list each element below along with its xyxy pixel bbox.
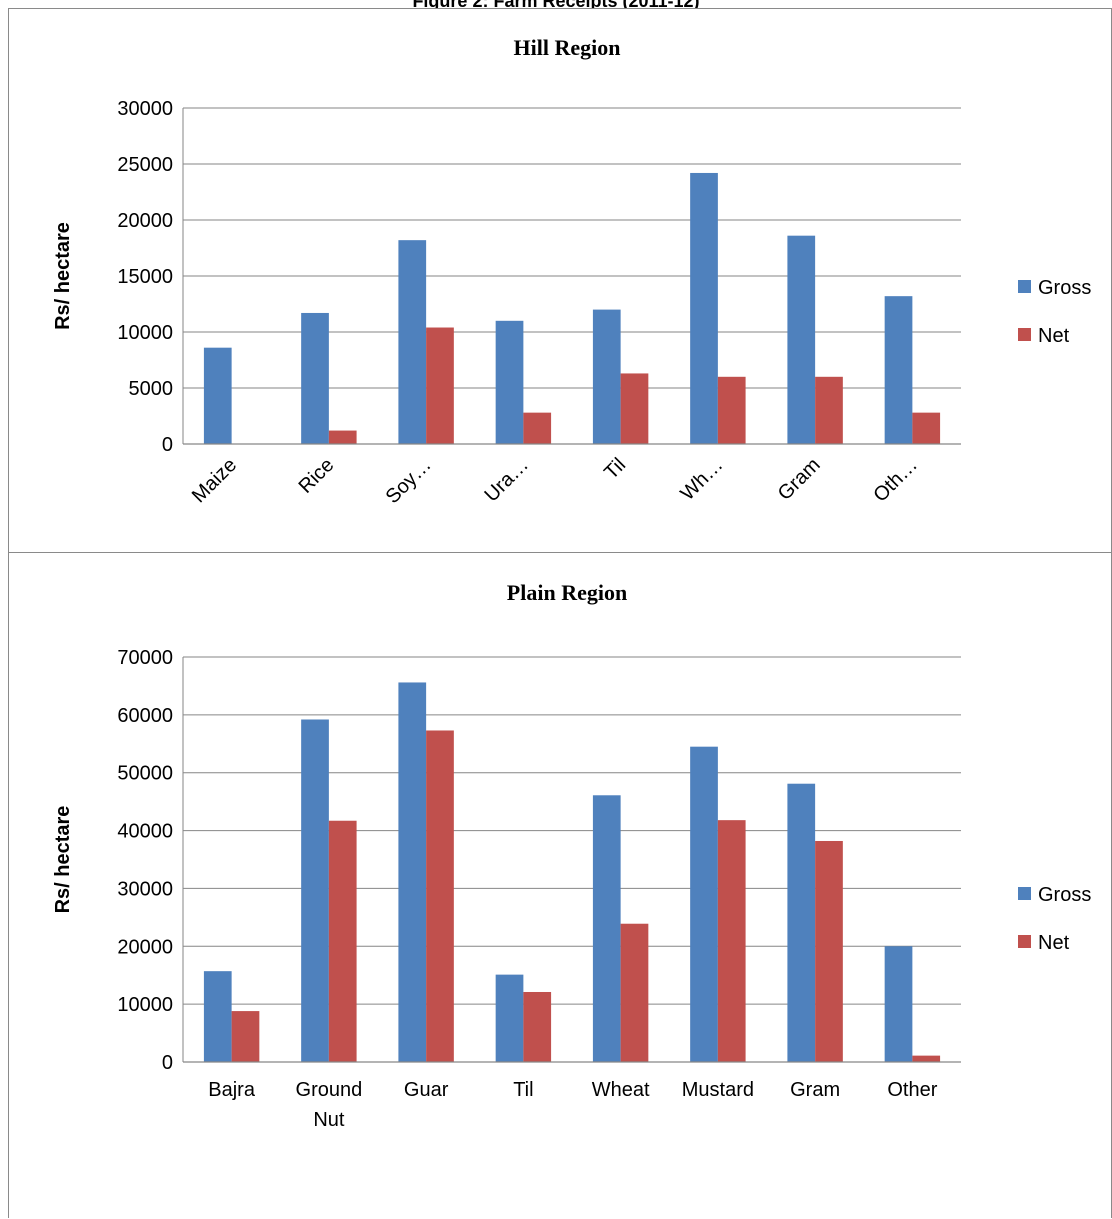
plain-x-tick-label: Guar — [404, 1079, 449, 1101]
hill-legend-swatch-net — [1018, 328, 1031, 341]
plain-x-tick-label: Til — [513, 1079, 533, 1101]
plain-bar-gross — [690, 746, 718, 1062]
plain-legend-swatch-gross — [1018, 887, 1031, 900]
plain-y-axis-label: Rs/ hectare — [52, 806, 74, 914]
plain-bar-net — [815, 840, 843, 1062]
plain-x-tick-label: Gram — [790, 1079, 840, 1101]
hill-bar-gross — [495, 320, 524, 444]
plain-y-tick-label: 60000 — [117, 705, 173, 727]
plain-chart-title: Plain Region — [507, 580, 627, 605]
plain-bar-gross — [495, 974, 524, 1062]
hill-bar-gross — [301, 312, 329, 444]
hill-legend-swatch-gross — [1018, 280, 1031, 293]
plain-x-tick-label: Other — [887, 1079, 937, 1101]
plain-bar-net — [328, 820, 357, 1062]
plain-y-tick-label: 20000 — [117, 936, 173, 958]
plain-y-tick-label: 30000 — [117, 878, 173, 900]
hill-x-tick-label: Gram — [774, 454, 825, 505]
hill-bar-net — [620, 373, 649, 444]
plain-bar-net — [912, 1055, 941, 1062]
hill-region-panel: Hill Region 0 5000 10000 15000 20000 25000 3000… — [8, 8, 1112, 552]
plain-legend-label-gross: Gross — [1038, 884, 1091, 906]
hill-bar-net — [328, 430, 357, 444]
plain-y-tick-label: 10000 — [117, 994, 173, 1016]
hill-x-tick-label: Oth… — [869, 454, 922, 507]
hill-y-tick-label: 5000 — [129, 378, 174, 400]
hill-bar-net — [815, 376, 843, 444]
hill-x-tick-label: Ura… — [480, 454, 532, 506]
hill-bar-net — [523, 412, 552, 444]
plain-legend-label-net: Net — [1038, 932, 1070, 954]
plain-x-tick-label: Wheat — [592, 1079, 650, 1101]
hill-legend-label-gross: Gross — [1038, 277, 1091, 299]
hill-legend-label-net: Net — [1038, 325, 1070, 347]
hill-x-tick-label: Maize — [188, 454, 241, 507]
hill-x-tick-label: Soy… — [382, 454, 436, 508]
plain-x-tick-label: Ground Nut — [296, 1079, 363, 1131]
hill-region-chart: Hill Region 0 5000 10000 15000 20000 25000 3000… — [52, 35, 1091, 508]
plain-bar-net — [717, 820, 746, 1062]
hill-x-tick-label: Til — [600, 454, 630, 484]
hill-bar-gross — [884, 296, 913, 444]
hill-x-tick-label: Wh… — [676, 454, 727, 505]
plain-y-tick-label: 40000 — [117, 821, 173, 843]
plain-bar-gross — [203, 971, 232, 1062]
hill-bar-gross — [787, 235, 816, 444]
plain-x-tick-label: Mustard — [682, 1079, 754, 1101]
hill-bar-gross — [592, 309, 621, 444]
plain-bar-gross — [301, 719, 329, 1062]
hill-bar-gross — [203, 347, 232, 444]
hill-bar-net — [426, 327, 454, 444]
plain-bar-net — [523, 991, 552, 1062]
hill-bar-gross — [690, 172, 718, 444]
hill-y-tick-label: 25000 — [117, 154, 173, 176]
plain-bar-gross — [884, 946, 913, 1062]
hill-bar-net — [912, 412, 941, 444]
hill-y-tick-label: 10000 — [117, 322, 173, 344]
plain-legend-swatch-net — [1018, 935, 1031, 948]
hill-y-tick-label: 30000 — [117, 98, 173, 120]
plain-bar-net — [231, 1011, 260, 1062]
plain-y-tick-label: 70000 — [117, 647, 173, 669]
plain-region-panel: Plain Region 0 10000 20000 30000 40000 50000 60… — [8, 552, 1112, 1218]
hill-bar-net — [717, 376, 746, 444]
plain-bar-net — [620, 923, 649, 1062]
plain-bar-gross — [398, 682, 427, 1062]
hill-y-tick-label: 15000 — [117, 266, 173, 288]
plain-bar-gross — [592, 795, 621, 1062]
plain-region-chart: Plain Region 0 10000 20000 30000 40000 50000 60… — [52, 580, 1091, 1131]
plain-bar-gross — [787, 783, 816, 1062]
hill-y-tick-label: 20000 — [117, 210, 173, 232]
plain-x-tick-label: Bajra — [208, 1079, 256, 1101]
hill-y-axis-label: Rs/ hectare — [52, 222, 74, 330]
hill-x-tick-label: Rice — [295, 454, 339, 498]
plain-bar-net — [426, 730, 454, 1062]
hill-chart-title: Hill Region — [514, 35, 621, 60]
plain-y-tick-label: 50000 — [117, 763, 173, 785]
figure-title: Figure 2: Farm Receipts (2011-12) — [412, 0, 700, 11]
hill-y-tick-label: 0 — [162, 434, 173, 456]
plain-y-tick-label: 0 — [162, 1052, 173, 1074]
hill-bar-gross — [398, 240, 427, 444]
